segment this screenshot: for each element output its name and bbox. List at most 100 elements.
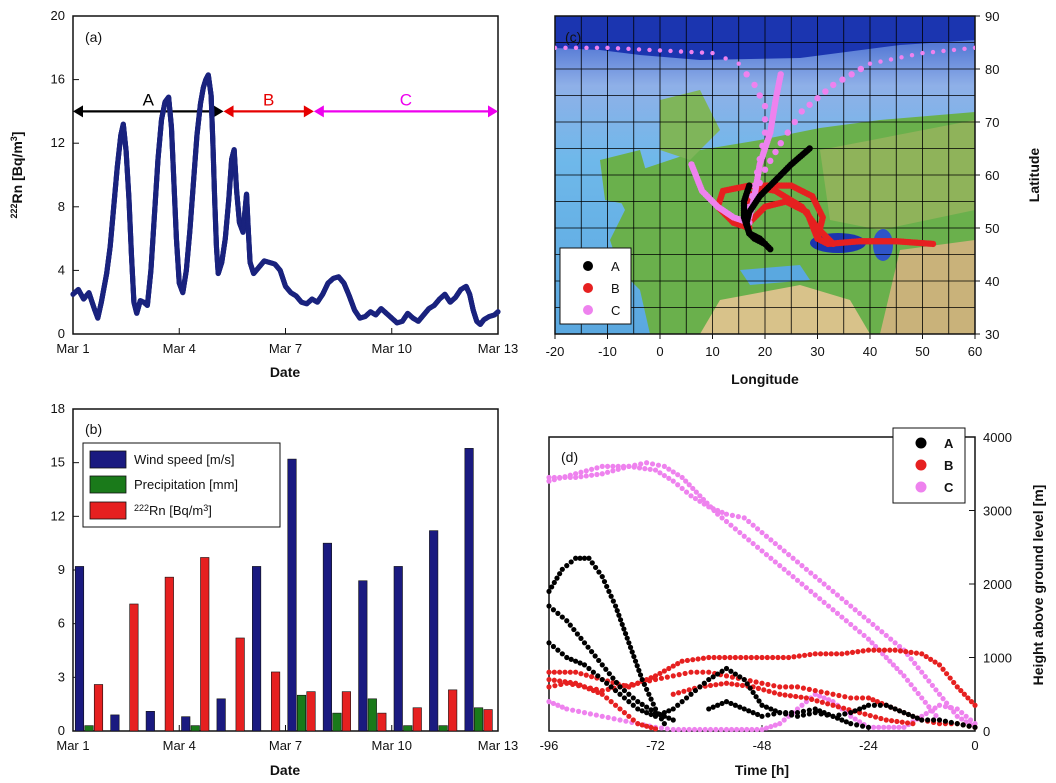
legend-label-C: C (944, 480, 954, 495)
height-point-A (675, 702, 681, 708)
height-point-A (746, 708, 752, 714)
height-point-A (641, 681, 648, 688)
height-point-B (652, 726, 659, 732)
bar-precip (474, 707, 484, 732)
height-point-C (830, 607, 836, 613)
height-point-C (620, 465, 627, 471)
height-point-B (675, 661, 681, 667)
height-point-B (783, 684, 789, 690)
height-point-C (723, 726, 730, 733)
height-point-C (594, 465, 600, 471)
height-point-B (897, 648, 904, 654)
arrowhead-left (223, 105, 234, 118)
track-point-C (678, 49, 684, 54)
height-point-C (865, 618, 872, 624)
height-point-A (650, 701, 656, 707)
height-point-C (670, 469, 676, 475)
track-point-C (605, 45, 610, 50)
height-point-C (768, 537, 774, 543)
height-point-A (578, 635, 584, 641)
height-point-A (621, 695, 628, 701)
height-point-B (954, 684, 960, 690)
height-point-B (828, 651, 834, 657)
track-point-C (920, 50, 925, 56)
height-point-B (771, 690, 778, 696)
height-point-A (960, 722, 966, 728)
track-point-C (941, 48, 946, 54)
height-point-B (734, 682, 740, 688)
height-point-C (803, 566, 809, 572)
height-point-A (930, 717, 937, 723)
x-tick-label: Mar 10 (372, 738, 412, 753)
height-point-B (676, 672, 682, 678)
height-point-B (707, 682, 714, 689)
track-point-C (626, 46, 631, 52)
height-point-A (555, 647, 561, 653)
track-point-C (761, 102, 769, 110)
y-tick-label: 15 (51, 455, 65, 470)
height-point-C (808, 588, 814, 594)
height-point-C (573, 474, 579, 481)
height-point-C (839, 614, 845, 620)
track-point-C (563, 45, 568, 50)
height-point-A (919, 717, 925, 723)
height-point-C (657, 470, 663, 476)
height-point-B (770, 654, 776, 661)
height-point-C (700, 496, 707, 503)
height-point-B (578, 671, 584, 677)
height-point-A (630, 702, 636, 708)
height-point-A (614, 608, 620, 614)
height-point-A (610, 675, 616, 681)
height-point-B (812, 687, 818, 694)
height-point-C (869, 640, 875, 646)
height-point-A (608, 593, 614, 599)
height-point-A (710, 674, 716, 680)
height-point-A (877, 702, 883, 708)
height-point-A (630, 695, 636, 701)
height-point-B (695, 656, 701, 662)
height-point-B (806, 686, 812, 692)
legend-label-B: B (611, 281, 620, 296)
height-point-B (908, 649, 914, 655)
height-point-B (876, 647, 882, 653)
height-point-B (899, 719, 905, 725)
panel-a-label: (a) (85, 29, 102, 45)
y-tick-label: 0 (58, 723, 65, 738)
height-point-C (546, 474, 552, 481)
height-point-C (954, 713, 960, 719)
bar-precip (438, 725, 448, 732)
height-point-B (630, 682, 636, 688)
panel-d-label: (d) (561, 449, 578, 465)
height-point-B (782, 692, 788, 698)
height-point-B (599, 687, 605, 694)
track-point-C (699, 50, 705, 55)
track-point-C (761, 116, 769, 123)
height-point-C (713, 726, 719, 733)
height-point-C (759, 726, 765, 733)
height-point-B (617, 706, 623, 712)
height-point-B (562, 669, 568, 675)
height-point-B (958, 687, 964, 694)
bar-wind (358, 580, 368, 732)
height-point-B (567, 679, 573, 686)
height-point-C (933, 712, 939, 719)
height-point-B (787, 693, 794, 699)
height-point-B (759, 680, 765, 686)
height-point-C (942, 703, 949, 710)
track-point-C (584, 45, 589, 50)
height-point-C (617, 717, 623, 723)
height-point-A (701, 680, 707, 686)
height-point-C (852, 625, 858, 631)
height-point-C (799, 563, 805, 569)
rn-point (495, 309, 501, 315)
height-point-A (592, 564, 599, 571)
height-point-B (766, 688, 772, 694)
height-point-A (800, 712, 807, 718)
height-point-C (932, 705, 938, 711)
height-point-C (852, 716, 858, 722)
height-point-C (928, 708, 934, 714)
height-point-B (562, 679, 568, 685)
height-point-B (670, 691, 676, 697)
height-point-A (925, 717, 931, 723)
height-point-B (888, 718, 895, 724)
